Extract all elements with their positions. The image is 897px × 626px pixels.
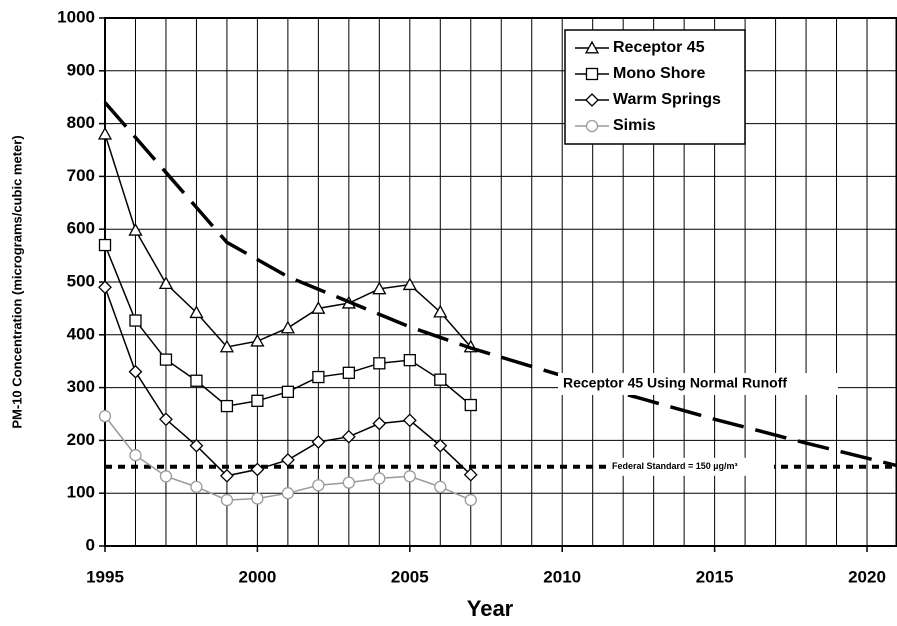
x-tick-label: 2010 (543, 567, 581, 586)
x-axis-label: Year (467, 596, 514, 621)
marker (250, 462, 265, 477)
marker (372, 281, 387, 295)
marker (402, 277, 417, 291)
marker (311, 301, 326, 314)
marker (158, 276, 174, 290)
y-tick-label: 0 (86, 535, 95, 554)
marker (280, 320, 295, 334)
marker (585, 93, 599, 107)
legend-label: Receptor 45 (613, 39, 705, 56)
marker (464, 398, 477, 412)
marker (250, 333, 265, 347)
series-label-bg (558, 373, 838, 395)
marker (373, 357, 386, 370)
marker (159, 470, 173, 483)
marker (281, 487, 295, 500)
marker (128, 222, 143, 236)
marker (433, 304, 448, 318)
marker (129, 449, 142, 462)
marker (98, 280, 112, 295)
y-tick-label: 900 (67, 60, 95, 79)
marker (403, 470, 416, 483)
x-tick-label: 2015 (696, 567, 734, 586)
marker (280, 453, 295, 467)
marker (159, 353, 173, 366)
y-tick-label: 300 (67, 377, 95, 396)
x-tick-label: 2020 (848, 567, 886, 586)
marker (312, 370, 325, 384)
marker (434, 373, 447, 386)
series-line (103, 101, 897, 468)
y-tick-label: 100 (67, 483, 95, 502)
marker (220, 468, 234, 483)
y-tick-label: 400 (67, 324, 95, 343)
legend-label: Simis (613, 117, 656, 134)
y-tick-label: 700 (67, 166, 95, 185)
marker (251, 394, 264, 407)
marker (372, 416, 387, 431)
marker (585, 119, 599, 133)
series-label: Receptor 45 Using Normal Runoff (563, 375, 787, 391)
y-tick-label: 800 (67, 113, 95, 132)
marker (433, 438, 448, 453)
marker (98, 409, 112, 423)
marker (98, 238, 112, 252)
legend-label: Warm Springs (613, 91, 721, 108)
y-tick-label: 200 (67, 430, 95, 449)
marker (251, 492, 264, 505)
marker (220, 493, 234, 507)
marker (402, 413, 417, 428)
marker (159, 412, 173, 427)
marker (312, 479, 325, 492)
marker (584, 40, 600, 54)
marker (585, 67, 599, 81)
marker (189, 305, 204, 319)
reference-label-bg (606, 457, 774, 476)
marker (464, 493, 477, 507)
x-tick-label: 2005 (391, 567, 429, 586)
marker (129, 314, 142, 327)
y-tick-label: 1000 (57, 7, 95, 26)
marker (434, 480, 447, 494)
marker (219, 339, 235, 353)
y-tick-label: 600 (67, 219, 95, 238)
marker (311, 435, 326, 449)
marker (190, 374, 203, 387)
marker (341, 429, 356, 444)
marker (342, 366, 355, 379)
marker (373, 472, 386, 485)
x-tick-label: 1995 (86, 567, 124, 586)
marker (189, 438, 204, 453)
reference-label: Federal Standard = 150 µg/m³ (612, 461, 737, 471)
legend: Receptor 45 Mono Shore Warm Springs Simis (564, 29, 746, 145)
legend-label: Mono Shore (613, 65, 706, 82)
x-tick-label: 2000 (238, 567, 276, 586)
marker (281, 385, 295, 398)
marker (220, 399, 234, 413)
marker (403, 353, 416, 367)
marker (463, 467, 478, 482)
marker (128, 364, 143, 379)
marker (342, 476, 355, 489)
y-axis-label: PM-10 Concentration (micrograms/cubic me… (9, 135, 24, 428)
y-tick-label: 500 (67, 271, 95, 290)
marker (190, 480, 203, 494)
marker (97, 126, 113, 140)
